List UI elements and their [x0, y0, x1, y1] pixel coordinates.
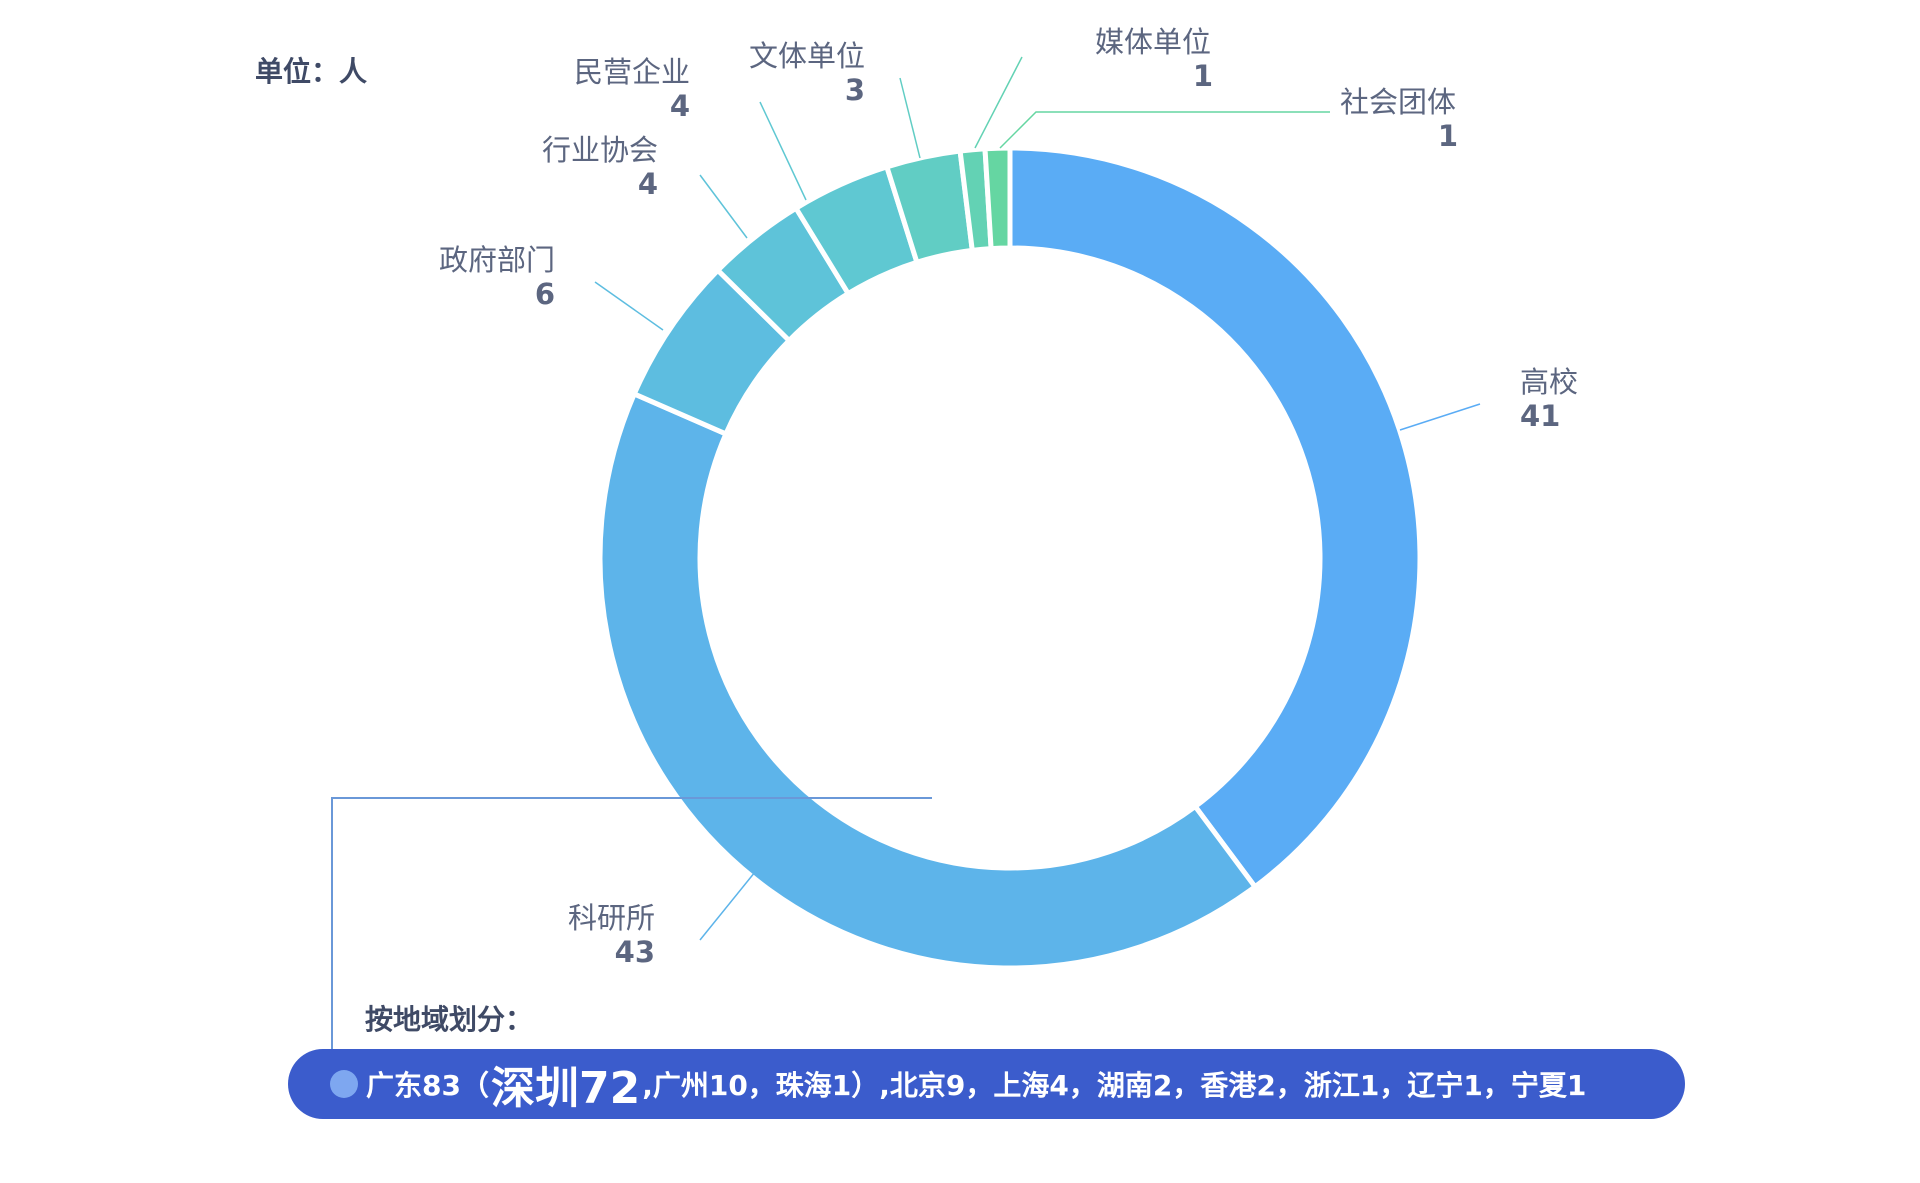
- slice-name-label-8: 社会团体: [1340, 85, 1456, 119]
- leader-line-5: [759, 101, 807, 201]
- leader-line-6: [899, 77, 921, 159]
- slice-value-label-5: 4: [670, 89, 690, 123]
- slice-value-label-8: 1: [1438, 119, 1458, 153]
- leader-line-3: [594, 281, 664, 331]
- slice-name-label-5: 民营企业: [574, 55, 690, 89]
- region-lead-text: 广东83（: [366, 1069, 489, 1102]
- slice-name-label-2: 科研所: [568, 901, 655, 935]
- leader-lines-layer: [594, 56, 1481, 941]
- region-rest-text: ,广州10，珠海1）,北京9，上海4，湖南2，香港2，浙江1，辽宁1，宁夏1: [642, 1069, 1587, 1102]
- slice-value-label-7: 1: [1193, 59, 1213, 93]
- slice-name-label-1: 高校: [1520, 365, 1578, 399]
- region-connector-line: [331, 797, 932, 1084]
- slice-value-label-4: 4: [638, 167, 658, 201]
- donut-slice-2: [597, 391, 1258, 971]
- slice-name-label-7: 媒体单位: [1095, 25, 1211, 59]
- region-bullet-icon: [330, 1070, 358, 1098]
- region-highlight-text: 深圳72: [490, 1063, 641, 1114]
- slice-name-label-4: 行业协会: [542, 133, 658, 167]
- leader-line-2: [699, 871, 756, 941]
- leader-line-4: [699, 174, 748, 239]
- slice-value-label-6: 3: [845, 73, 865, 107]
- region-summary-bar: 广东83（ 深圳72 ,广州10，珠海1）,北京9，上海4，湖南2，香港2，浙江…: [288, 1049, 1685, 1119]
- slice-value-label-2: 43: [615, 935, 655, 969]
- leader-line-7: [974, 56, 1023, 149]
- slice-name-label-6: 文体单位: [749, 39, 865, 73]
- slice-value-label-3: 6: [535, 277, 555, 311]
- slice-value-label-1: 41: [1520, 399, 1560, 433]
- unit-label: 单位：人: [255, 55, 368, 88]
- region-title: 按地域划分：: [365, 1003, 534, 1036]
- slice-name-label-3: 政府部门: [439, 243, 555, 277]
- leader-line-1: [1399, 403, 1481, 431]
- slices-layer: [597, 145, 1423, 971]
- donut-slice-8: [982, 145, 1013, 252]
- leader-line-8: [999, 111, 1330, 149]
- donut-slice-1: [1007, 145, 1423, 890]
